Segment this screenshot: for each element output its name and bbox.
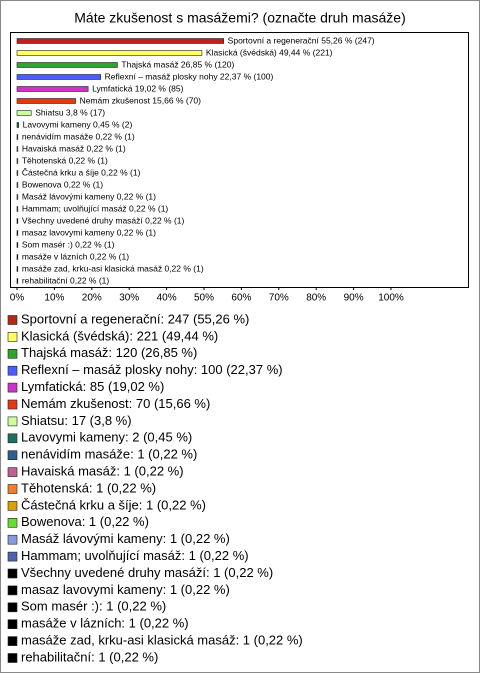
- legend-swatch: [7, 467, 18, 477]
- x-tick-label: 10%: [44, 293, 64, 304]
- legend-swatch: [7, 348, 18, 359]
- legend-swatch: [7, 450, 18, 461]
- value-label: Lymfatická 19,02 % (85): [92, 83, 184, 93]
- legend-label: masaz lavovymi kameny: 1 (0,22 %): [21, 582, 230, 597]
- legend-label: Lymfatická: 85 (19,02 %): [21, 379, 164, 394]
- value-label: Klasická (švédská) 49,44 % (221): [206, 47, 333, 57]
- legend-swatch: [7, 501, 18, 511]
- value-label: Shiatsu 3,8 % (17): [35, 107, 105, 117]
- value-label: Nemám zkušenost 15,66 % (70): [80, 95, 202, 105]
- legend-swatch: [7, 365, 18, 376]
- plot-frame: [10, 32, 469, 288]
- legend-label: Všechny uvedené druhy masáží: 1 (0,22 %): [21, 565, 273, 580]
- legend-label: masáže zad, krku-asi klasická masáž: 1 (…: [21, 633, 303, 648]
- bar: [16, 170, 19, 176]
- bar: [16, 98, 76, 104]
- legend-label: rehabilitační: 1 (0,22 %): [21, 649, 158, 664]
- x-tick-label: 100%: [378, 293, 404, 304]
- value-label: Havaiská masáž 0,22 % (1): [22, 143, 126, 153]
- legend-label: Shiatsu: 17 (3,8 %): [21, 413, 132, 428]
- value-label: masáže v lázních 0,22 % (1): [22, 251, 129, 261]
- legend-swatch: [7, 534, 18, 545]
- value-label: Masáž lávovými kameny 0,22 % (1): [22, 191, 156, 201]
- legend-label: Reflexní – masáž plosky nohy: 100 (22,37…: [21, 362, 283, 377]
- legend-swatch: [7, 382, 18, 393]
- legend-label: Sportovní a regenerační: 247 (55,26 %): [21, 311, 249, 326]
- x-tick-label: 60%: [231, 293, 251, 304]
- x-tick-label: 20%: [82, 293, 102, 304]
- value-label: masaz lavovymi kameny 0,22 % (1): [22, 227, 156, 237]
- x-tick-label: 30%: [119, 293, 139, 304]
- chart-title: Máte zkušenost s masážemi? (označte druh…: [74, 10, 405, 26]
- legend-swatch: [7, 585, 18, 596]
- legend-swatch: [7, 568, 18, 579]
- legend-swatch: [7, 315, 18, 325]
- x-tick-label: 90%: [344, 293, 364, 304]
- legend-swatch: [7, 619, 18, 630]
- value-label: Sportovní a regenerační 55,26 % (247): [228, 35, 375, 45]
- value-label: Thajská masáž 26,85 % (120): [121, 59, 234, 69]
- legend-swatch: [7, 602, 18, 613]
- legend-swatch: [7, 551, 18, 562]
- bar: [16, 158, 19, 164]
- legend-swatch: [7, 636, 18, 646]
- value-label: rehabilitační 0,22 % (1): [22, 275, 110, 285]
- value-label: nenávidím masáže 0,22 % (1): [22, 131, 135, 141]
- bar: [16, 134, 19, 140]
- legend-swatch: [7, 653, 18, 663]
- legend-swatch: [7, 416, 18, 427]
- x-tick-label: 70%: [269, 293, 289, 304]
- x-tick-label: 50%: [194, 293, 214, 304]
- legend-swatch: [7, 517, 18, 528]
- bar: [16, 110, 32, 116]
- bar: [16, 206, 19, 212]
- legend-label: Těhotenská: 1 (0,22 %): [21, 480, 156, 495]
- legend-label: Nemám zkušenost: 70 (15,66 %): [21, 396, 210, 411]
- bar: [16, 278, 19, 284]
- bar: [16, 62, 118, 68]
- legend-label: Bowenova: 1 (0,22 %): [21, 514, 149, 529]
- bar: [16, 146, 19, 152]
- bar: [16, 50, 203, 56]
- legend-label: Hammam; uvolňující masáž: 1 (0,22 %): [21, 548, 249, 563]
- legend-swatch: [7, 484, 18, 494]
- legend-label: Havaiská masáž: 1 (0,22 %): [21, 464, 184, 479]
- bar: [16, 254, 19, 260]
- legend-label: nenávidím masáže: 1 (0,22 %): [21, 447, 197, 462]
- x-tick-label: 40%: [157, 293, 177, 304]
- value-label: Všechny uvedené druhy masáží 0,22 % (1): [22, 215, 185, 225]
- value-label: Som masér :) 0,22 % (1): [22, 239, 115, 249]
- legend-label: Klasická (švédská): 221 (49,44 %): [21, 328, 218, 343]
- bar: [16, 38, 224, 44]
- value-label: Bowenova 0,22 % (1): [22, 179, 103, 189]
- value-label: Hammam; uvolňující masáž 0,22 % (1): [22, 203, 169, 213]
- bar: [16, 266, 19, 272]
- value-label: Reflexní – masáž plosky nohy 22,37 % (10…: [105, 71, 274, 81]
- legend-swatch: [7, 332, 18, 342]
- bar: [16, 74, 101, 80]
- x-tick-label: 0%: [10, 293, 25, 304]
- bar: [16, 182, 19, 188]
- legend-label: masáže v lázních: 1 (0,22 %): [21, 616, 189, 631]
- legend-swatch: [7, 433, 18, 444]
- x-tick-label: 80%: [306, 293, 326, 304]
- bar: [16, 242, 19, 248]
- bar: [16, 230, 19, 236]
- legend-swatch: [7, 399, 18, 410]
- bar: [16, 122, 19, 128]
- legend-label: Částečná krku a šíje: 1 (0,22 %): [21, 497, 206, 512]
- legend-label: Lavovymi kameny: 2 (0,45 %): [21, 430, 192, 445]
- legend-label: Thajská masáž: 120 (26,85 %): [21, 345, 197, 360]
- legend-label: Masáž lávovými kameny: 1 (0,22 %): [21, 531, 230, 546]
- bar: [16, 86, 89, 92]
- legend-label: Som masér :): 1 (0,22 %): [21, 599, 166, 614]
- value-label: Částečná krku a šíje 0,22 % (1): [22, 167, 141, 177]
- bar: [16, 194, 19, 200]
- bar: [16, 218, 19, 224]
- value-label: Těhotenská 0,22 % (1): [22, 155, 108, 165]
- value-label: masáže zad, krku-asi klasická masáž 0,22…: [22, 263, 204, 273]
- value-label: Lavovymi kameny 0,45 % (2): [23, 119, 133, 129]
